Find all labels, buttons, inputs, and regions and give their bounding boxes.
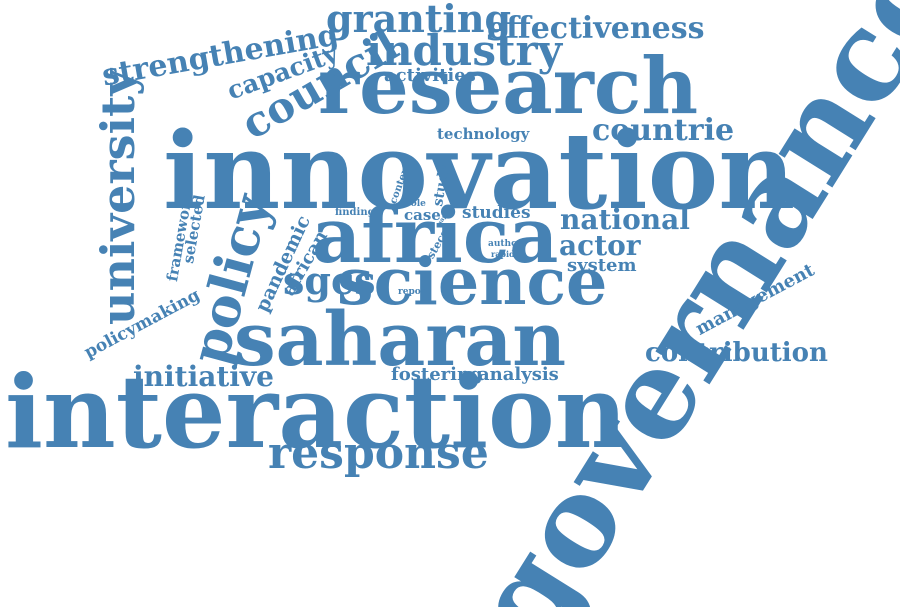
word-africa: africa: [312, 191, 559, 280]
word-role: role: [406, 199, 426, 209]
word-technology: technology: [437, 125, 530, 143]
word-saharan: saharan: [234, 297, 567, 383]
word-finding: finding: [335, 207, 375, 218]
word-report: report: [398, 287, 430, 297]
word-activities: activities: [384, 65, 476, 86]
word-system: system: [567, 255, 637, 276]
word-analysis: analysis: [478, 364, 559, 385]
word-initiative: initiative: [133, 360, 274, 393]
word-sgcs: sgcs: [283, 258, 376, 303]
word-contribution: contribution: [645, 338, 828, 368]
word-studies: studies: [462, 203, 531, 223]
word-university: university: [91, 69, 145, 325]
word-actor: actor: [559, 229, 641, 262]
word-fostering: fostering: [391, 364, 483, 385]
word-science: science: [337, 244, 608, 320]
word-response: response: [268, 428, 489, 479]
word-interaction: interaction: [5, 353, 628, 471]
word-countrie: countrie: [592, 113, 735, 148]
word-industry: industry: [366, 26, 562, 75]
word-effectiveness: effectiveness: [487, 11, 705, 46]
word-case: case: [404, 206, 441, 224]
word-research: research: [318, 41, 699, 132]
word-rapid: rapid: [491, 249, 515, 259]
word-author: author: [488, 239, 522, 249]
word-innovation: innovation: [163, 108, 796, 233]
word-national: national: [560, 203, 690, 236]
word-granting: granting: [326, 0, 512, 41]
